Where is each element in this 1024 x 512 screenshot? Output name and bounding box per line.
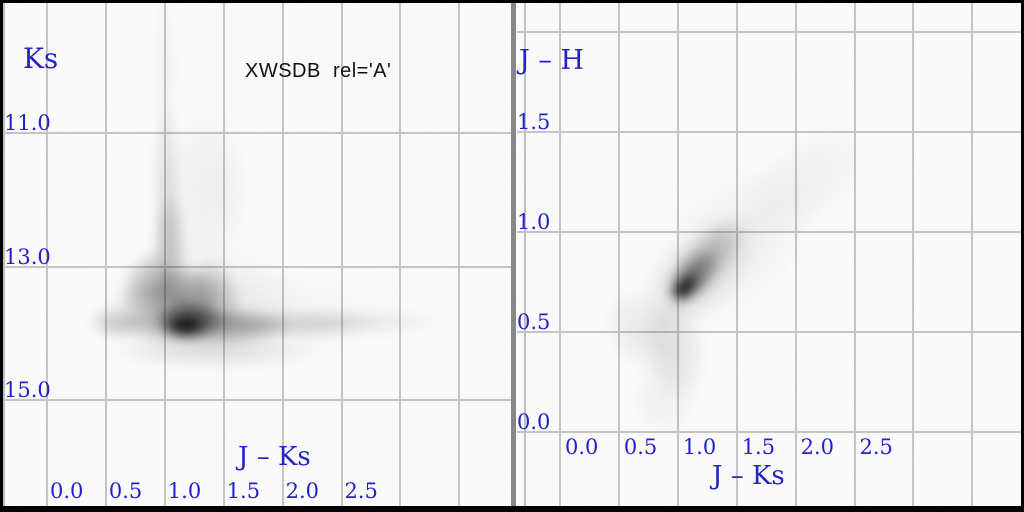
ccd-y-tick-label: 1.0	[517, 209, 551, 234]
figure-border-bottom	[0, 506, 1024, 512]
plot-title: XWSDB rel='A'	[245, 60, 392, 82]
cmd-x-tick-label: 1.0	[167, 479, 202, 503]
cmd-x-tick-label: 2.5	[344, 479, 378, 503]
cmd-y-tick-label: 15.0	[4, 378, 51, 402]
ccd-x-tick-label: 2.5	[859, 435, 893, 459]
ccd-x-tick-label: 0.5	[623, 435, 658, 459]
ccd-x-tick-label: 0.0	[565, 435, 599, 459]
cmd-y-tick-label: 11.0	[4, 111, 51, 135]
ccd-x-tick-label: 1.5	[741, 435, 776, 459]
cmd-y-axis-title: Ks	[23, 42, 59, 75]
cmd-y-tick-label: 13.0	[4, 244, 51, 269]
cmd-x-axis-title: J – Ks	[238, 442, 311, 472]
cmd-density-cloud	[30, 247, 460, 383]
figure-border-left	[0, 0, 3, 512]
ccd-x-axis-title: J – Ks	[712, 461, 785, 491]
cmd-x-tick-label: 1.5	[226, 479, 261, 503]
ccd-x-tick-label: 1.0	[682, 435, 717, 459]
ccd-y-tick-label: 0.0	[517, 410, 551, 434]
figure-border-top	[0, 0, 1024, 3]
ccd-y-tick-label: 1.5	[517, 109, 551, 134]
ccd-y-tick-label: 0.5	[517, 309, 551, 334]
ccd-y-axis-title: J – H	[519, 45, 585, 76]
ccd-x-tick-label: 2.0	[800, 435, 834, 459]
cmd-x-tick-label: 0.5	[108, 479, 143, 503]
cmd-x-tick-label: 2.0	[285, 479, 319, 503]
cmd-x-tick-label: 0.0	[50, 479, 84, 503]
panel-divider	[511, 0, 516, 512]
